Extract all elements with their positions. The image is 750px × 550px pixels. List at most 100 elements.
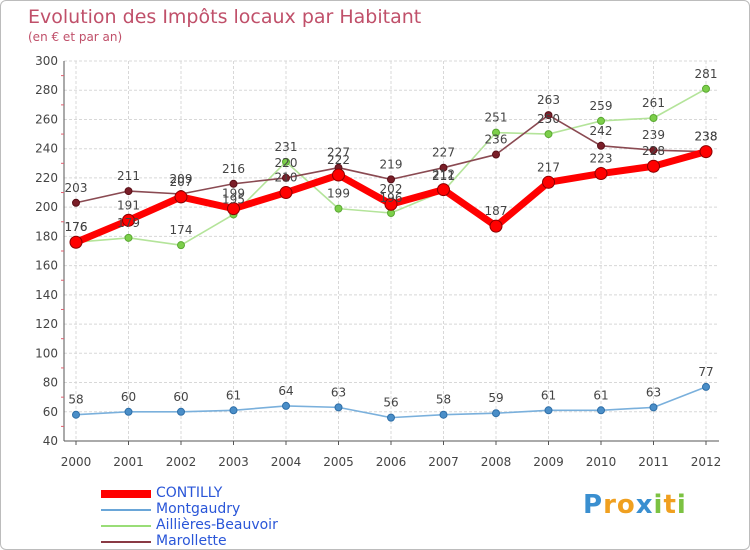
x-tick-label: 2000	[61, 455, 92, 469]
data-point-contilly	[69, 235, 83, 249]
data-point-contilly	[332, 168, 345, 182]
data-point-ailli-res-beauvoir	[544, 130, 553, 139]
logo-letter: x	[635, 490, 654, 520]
data-label-montgaudry: 61	[226, 388, 241, 402]
data-point-ailli-res-beauvoir	[334, 204, 343, 213]
line-chart: 40 60 80 100 120 140 160 180 200 220 240 260 280 300 2…	[35, 54, 722, 469]
x-tick-label: 2009	[533, 455, 564, 469]
data-label-ailli-res-beauvoir: 211	[432, 169, 455, 183]
data-label-contilly: 199	[222, 187, 245, 201]
data-label-contilly: 176	[65, 220, 88, 234]
data-point-ailli-res-beauvoir	[492, 128, 500, 137]
x-tick-label: 2002	[166, 455, 197, 469]
data-label-ailli-res-beauvoir: 195	[222, 192, 245, 206]
data-label-ailli-res-beauvoir: 176	[65, 220, 88, 234]
data-label-ailli-res-beauvoir: 199	[327, 187, 350, 201]
data-point-marollette	[229, 179, 238, 188]
data-point-marollette	[72, 198, 80, 207]
legend-item-aillieres-beauvoir: Aillières-Beauvoir	[101, 517, 421, 534]
data-point-ailli-res-beauvoir	[124, 233, 133, 242]
data-point-contilly	[122, 213, 135, 227]
legend-label-contilly: CONTILLY	[156, 485, 223, 501]
y-tick-label: 240	[35, 142, 58, 156]
legend-item-contilly: CONTILLY	[101, 485, 421, 502]
data-point-montgaudry	[177, 407, 185, 416]
data-point-montgaudry	[229, 406, 238, 415]
logo-letter: o	[616, 490, 636, 520]
y-tick-label: 40	[43, 434, 58, 448]
data-label-ailli-res-beauvoir: 281	[695, 67, 718, 81]
legend-item-marollette: Marollette	[101, 533, 421, 549]
y-tick-label: 160	[35, 259, 58, 273]
data-point-ailli-res-beauvoir	[597, 116, 605, 125]
data-point-ailli-res-beauvoir	[649, 114, 658, 122]
data-point-contilly	[542, 175, 555, 189]
logo-letter: P	[583, 490, 604, 520]
data-label-montgaudry: 59	[488, 391, 503, 405]
data-point-marollette	[649, 146, 658, 155]
data-label-marollette: 211	[117, 169, 140, 183]
data-label-ailli-res-beauvoir: 250	[537, 112, 560, 126]
x-tick-label: 2003	[218, 455, 249, 469]
data-point-contilly	[384, 197, 398, 211]
data-label-marollette: 263	[537, 93, 560, 107]
x-tick-label: 2010	[586, 455, 617, 469]
data-point-montgaudry	[439, 410, 448, 419]
y-tick-label: 220	[35, 171, 58, 185]
data-label-marollette: 238	[695, 130, 718, 144]
data-label-marollette: 220	[275, 156, 298, 170]
data-point-ailli-res-beauvoir	[282, 157, 290, 166]
data-point-montgaudry	[544, 406, 553, 415]
data-label-marollette: 216	[222, 162, 245, 176]
x-tick-label: 2008	[481, 455, 512, 469]
x-tick-label: 2007	[428, 455, 459, 469]
data-label-marollette: 242	[590, 124, 613, 138]
data-label-montgaudry: 56	[383, 396, 398, 410]
data-label-montgaudry: 64	[278, 384, 293, 398]
data-point-contilly	[174, 190, 188, 204]
data-label-montgaudry: 58	[68, 393, 83, 407]
data-label-montgaudry: 63	[646, 385, 661, 399]
data-point-contilly	[647, 159, 660, 173]
y-tick-label: 200	[35, 200, 58, 214]
legend-label-montgaudry: Montgaudry	[156, 501, 241, 517]
data-label-marollette: 227	[432, 146, 455, 160]
legend-swatch-contilly	[101, 490, 151, 498]
data-point-montgaudry	[702, 382, 710, 391]
data-label-montgaudry: 63	[331, 385, 346, 399]
data-point-marollette	[124, 187, 133, 196]
legend-swatch-montgaudry	[101, 509, 151, 511]
x-tick-label: 2005	[323, 455, 354, 469]
chart-title: Evolution des Impôts locaux par Habitant	[28, 6, 422, 28]
legend-label-marollette: Marollette	[156, 533, 227, 549]
data-point-marollette	[439, 163, 448, 172]
legend-swatch-aillieres-beauvoir	[101, 525, 151, 527]
data-label-marollette: 203	[65, 181, 88, 195]
data-point-marollette	[597, 141, 605, 150]
data-label-montgaudry: 60	[173, 390, 188, 404]
logo-letter: i	[676, 490, 687, 520]
data-label-ailli-res-beauvoir: 261	[642, 96, 665, 110]
data-label-ailli-res-beauvoir: 179	[117, 216, 140, 230]
data-point-marollette	[492, 150, 500, 159]
data-label-marollette: 227	[327, 146, 350, 160]
data-label-contilly: 222	[327, 153, 350, 167]
legend: CONTILLY Montgaudry Aillières-Beauvoir M…	[101, 485, 421, 549]
data-point-ailli-res-beauvoir	[177, 241, 185, 250]
data-label-contilly: 228	[642, 144, 665, 158]
y-tick-label: 100	[35, 346, 58, 360]
data-point-contilly	[699, 145, 713, 159]
chart-subtitle: (en € et par an)	[28, 30, 123, 44]
x-tick-label: 2011	[638, 455, 669, 469]
data-label-contilly: 238	[695, 130, 718, 144]
data-point-contilly	[227, 202, 240, 216]
x-tick-label: 2012	[691, 455, 722, 469]
data-point-montgaudry	[649, 403, 658, 412]
proxiti-logo: Proxiti	[583, 490, 687, 520]
y-tick-label: 180	[35, 229, 58, 243]
data-label-contilly: 202	[380, 182, 403, 196]
logo-letter: t	[663, 490, 677, 520]
data-point-ailli-res-beauvoir	[702, 84, 710, 93]
data-label-contilly: 187	[485, 204, 508, 218]
